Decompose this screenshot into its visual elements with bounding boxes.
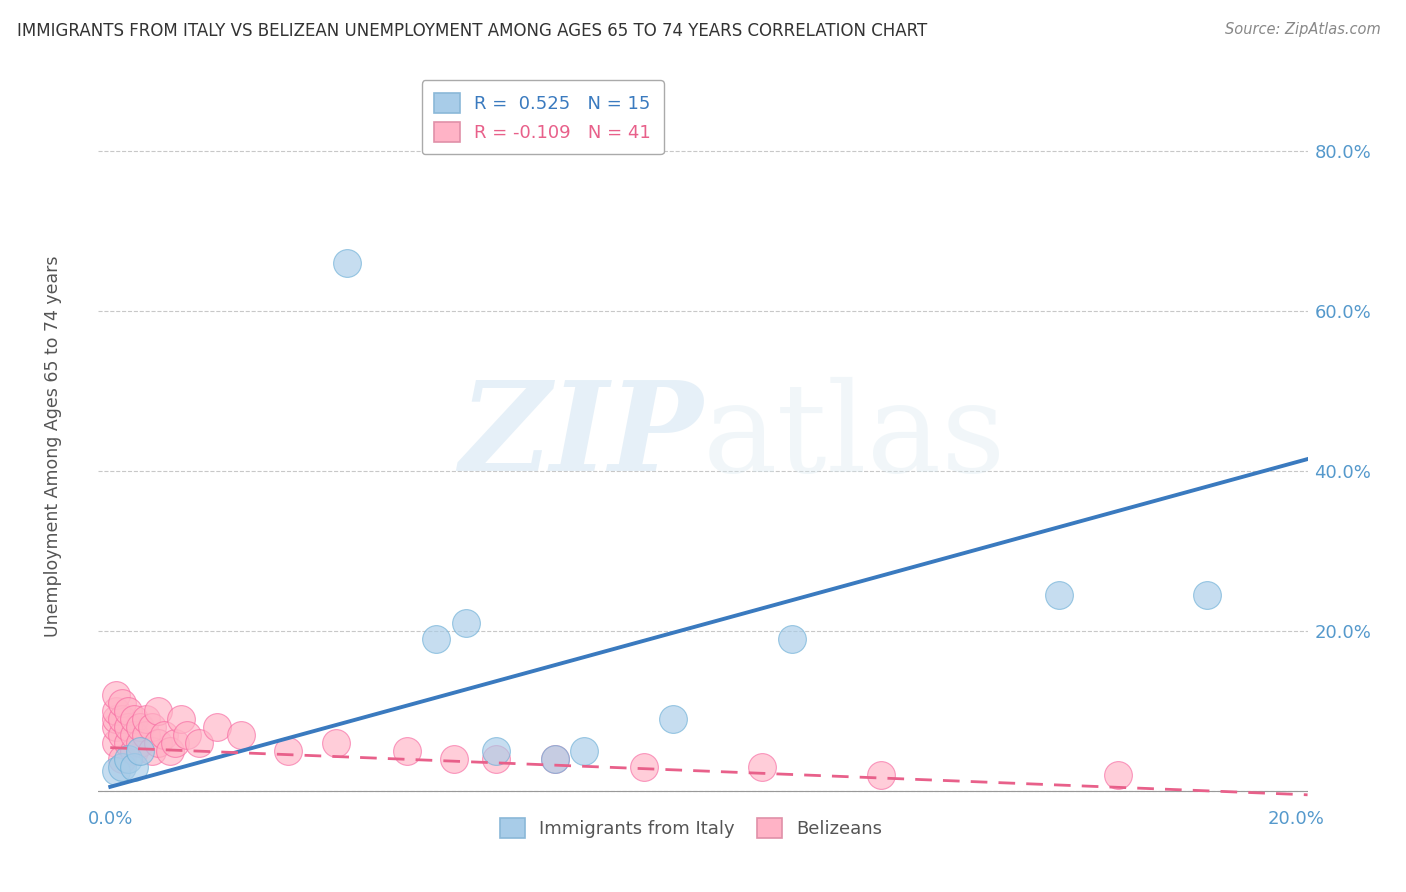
Point xyxy=(129,736,152,750)
Point xyxy=(544,752,567,766)
Point xyxy=(105,720,128,734)
Point xyxy=(122,760,145,774)
Point xyxy=(105,712,128,726)
Point xyxy=(117,752,139,766)
Text: ZIP: ZIP xyxy=(460,376,703,498)
Text: IMMIGRANTS FROM ITALY VS BELIZEAN UNEMPLOYMENT AMONG AGES 65 TO 74 YEARS CORRELA: IMMIGRANTS FROM ITALY VS BELIZEAN UNEMPL… xyxy=(17,22,927,40)
Point xyxy=(395,744,418,758)
Point xyxy=(141,744,163,758)
Point xyxy=(122,712,145,726)
Text: atlas: atlas xyxy=(703,376,1007,498)
Point xyxy=(662,712,685,726)
Point xyxy=(544,752,567,766)
Point xyxy=(117,704,139,718)
Point xyxy=(1047,588,1070,602)
Point xyxy=(159,744,181,758)
Point xyxy=(484,752,506,766)
Text: Source: ZipAtlas.com: Source: ZipAtlas.com xyxy=(1225,22,1381,37)
Point xyxy=(751,760,773,774)
Point xyxy=(111,696,134,710)
Point xyxy=(122,744,145,758)
Point xyxy=(111,752,134,766)
Point xyxy=(484,744,506,758)
Point xyxy=(122,728,145,742)
Point xyxy=(443,752,465,766)
Point xyxy=(277,744,299,758)
Point xyxy=(105,704,128,718)
Point xyxy=(105,764,128,778)
Text: Unemployment Among Ages 65 to 74 years: Unemployment Among Ages 65 to 74 years xyxy=(45,255,62,637)
Point xyxy=(1107,768,1129,782)
Point xyxy=(129,720,152,734)
Point xyxy=(129,744,152,758)
Point xyxy=(117,736,139,750)
Point xyxy=(165,736,187,750)
Point xyxy=(105,688,128,702)
Point xyxy=(111,760,134,774)
Point xyxy=(111,712,134,726)
Point xyxy=(117,720,139,734)
Point xyxy=(780,632,803,646)
Point xyxy=(205,720,228,734)
Point xyxy=(1195,588,1218,602)
Point xyxy=(229,728,252,742)
Point xyxy=(574,744,596,758)
Point xyxy=(454,615,477,630)
Point xyxy=(141,720,163,734)
Legend: Immigrants from Italy, Belizeans: Immigrants from Italy, Belizeans xyxy=(492,811,890,845)
Point xyxy=(146,736,169,750)
Point xyxy=(111,728,134,742)
Point xyxy=(146,704,169,718)
Point xyxy=(152,728,174,742)
Point xyxy=(336,256,359,270)
Point xyxy=(869,768,891,782)
Point xyxy=(105,736,128,750)
Point xyxy=(135,728,157,742)
Point xyxy=(425,632,447,646)
Point xyxy=(135,712,157,726)
Point xyxy=(188,736,211,750)
Point xyxy=(325,736,347,750)
Point xyxy=(176,728,198,742)
Point xyxy=(170,712,193,726)
Point xyxy=(633,760,655,774)
